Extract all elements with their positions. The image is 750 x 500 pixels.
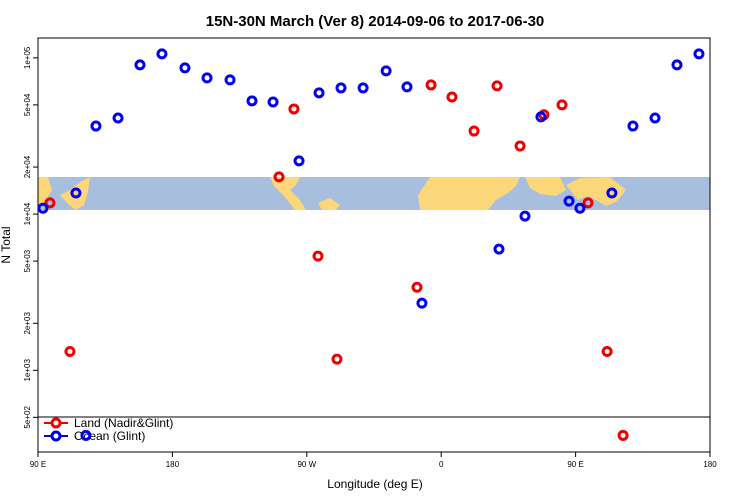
point bbox=[535, 111, 547, 123]
point bbox=[425, 79, 437, 91]
point bbox=[357, 82, 369, 94]
legend-label: Ocean (Glint) bbox=[74, 429, 145, 443]
point bbox=[601, 345, 613, 357]
point bbox=[112, 112, 124, 124]
plot-frame bbox=[37, 37, 711, 453]
point bbox=[156, 48, 168, 60]
x-tick-label: 90 E bbox=[567, 460, 583, 469]
point bbox=[331, 353, 343, 365]
x-tick-label: 180 bbox=[166, 460, 180, 469]
point bbox=[411, 281, 423, 293]
point bbox=[693, 48, 705, 60]
point bbox=[293, 155, 305, 167]
point bbox=[491, 80, 503, 92]
x-tick-label: 90 W bbox=[297, 460, 316, 469]
y-tick-label: 5e+02 bbox=[23, 406, 32, 429]
point bbox=[80, 429, 92, 441]
point bbox=[671, 59, 683, 71]
point bbox=[649, 112, 661, 124]
point bbox=[224, 74, 236, 86]
land-shape bbox=[318, 198, 340, 210]
point bbox=[401, 81, 413, 93]
point bbox=[519, 210, 531, 222]
point bbox=[90, 120, 102, 132]
point bbox=[70, 187, 82, 199]
point bbox=[64, 345, 76, 357]
y-tick-label: 2e+03 bbox=[23, 311, 32, 334]
land-shape bbox=[60, 177, 90, 210]
point bbox=[574, 202, 586, 214]
map-strip bbox=[38, 177, 710, 210]
land-shape bbox=[566, 177, 626, 206]
point bbox=[582, 197, 594, 209]
point bbox=[446, 91, 458, 103]
point bbox=[288, 103, 300, 115]
point bbox=[313, 87, 325, 99]
x-tick-label: 0 bbox=[439, 460, 444, 469]
y-tick-label: 5e+03 bbox=[23, 249, 32, 272]
legend-marker bbox=[50, 430, 62, 442]
point bbox=[627, 120, 639, 132]
point bbox=[563, 195, 575, 207]
y-tick-label: 5e+04 bbox=[23, 93, 32, 116]
x-axis-label: Longitude (deg E) bbox=[327, 477, 422, 491]
point bbox=[134, 59, 146, 71]
point bbox=[37, 202, 49, 214]
point bbox=[44, 197, 56, 209]
point bbox=[312, 250, 324, 262]
point bbox=[179, 62, 191, 74]
y-tick-label: 1e+05 bbox=[23, 46, 32, 69]
x-tick-label: 180 bbox=[703, 460, 717, 469]
point bbox=[246, 95, 258, 107]
point bbox=[617, 429, 629, 441]
y-tick-label: 1e+03 bbox=[23, 359, 32, 382]
chart-title: 15N-30N March (Ver 8) 2014-09-06 to 2017… bbox=[206, 13, 545, 30]
y-axis-label: N Total bbox=[0, 226, 13, 263]
point bbox=[201, 72, 213, 84]
x-tick-label: 90 E bbox=[30, 460, 46, 469]
point bbox=[468, 125, 480, 137]
point bbox=[335, 82, 347, 94]
point bbox=[416, 297, 428, 309]
land-shape bbox=[418, 177, 520, 210]
y-tick-label: 2e+04 bbox=[23, 155, 32, 178]
point bbox=[493, 243, 505, 255]
land-shape bbox=[525, 177, 566, 196]
legend: Land (Nadir&Glint)Ocean (Glint) bbox=[44, 416, 173, 443]
point bbox=[514, 140, 526, 152]
point bbox=[273, 171, 285, 183]
y-tick-label: 1e+04 bbox=[23, 202, 32, 225]
land-shape bbox=[270, 177, 306, 210]
point bbox=[606, 187, 618, 199]
point bbox=[556, 99, 568, 111]
land-shape bbox=[38, 177, 52, 210]
point bbox=[380, 65, 392, 77]
point bbox=[267, 96, 279, 108]
legend-label: Land (Nadir&Glint) bbox=[74, 416, 173, 430]
legend-marker bbox=[50, 417, 62, 429]
